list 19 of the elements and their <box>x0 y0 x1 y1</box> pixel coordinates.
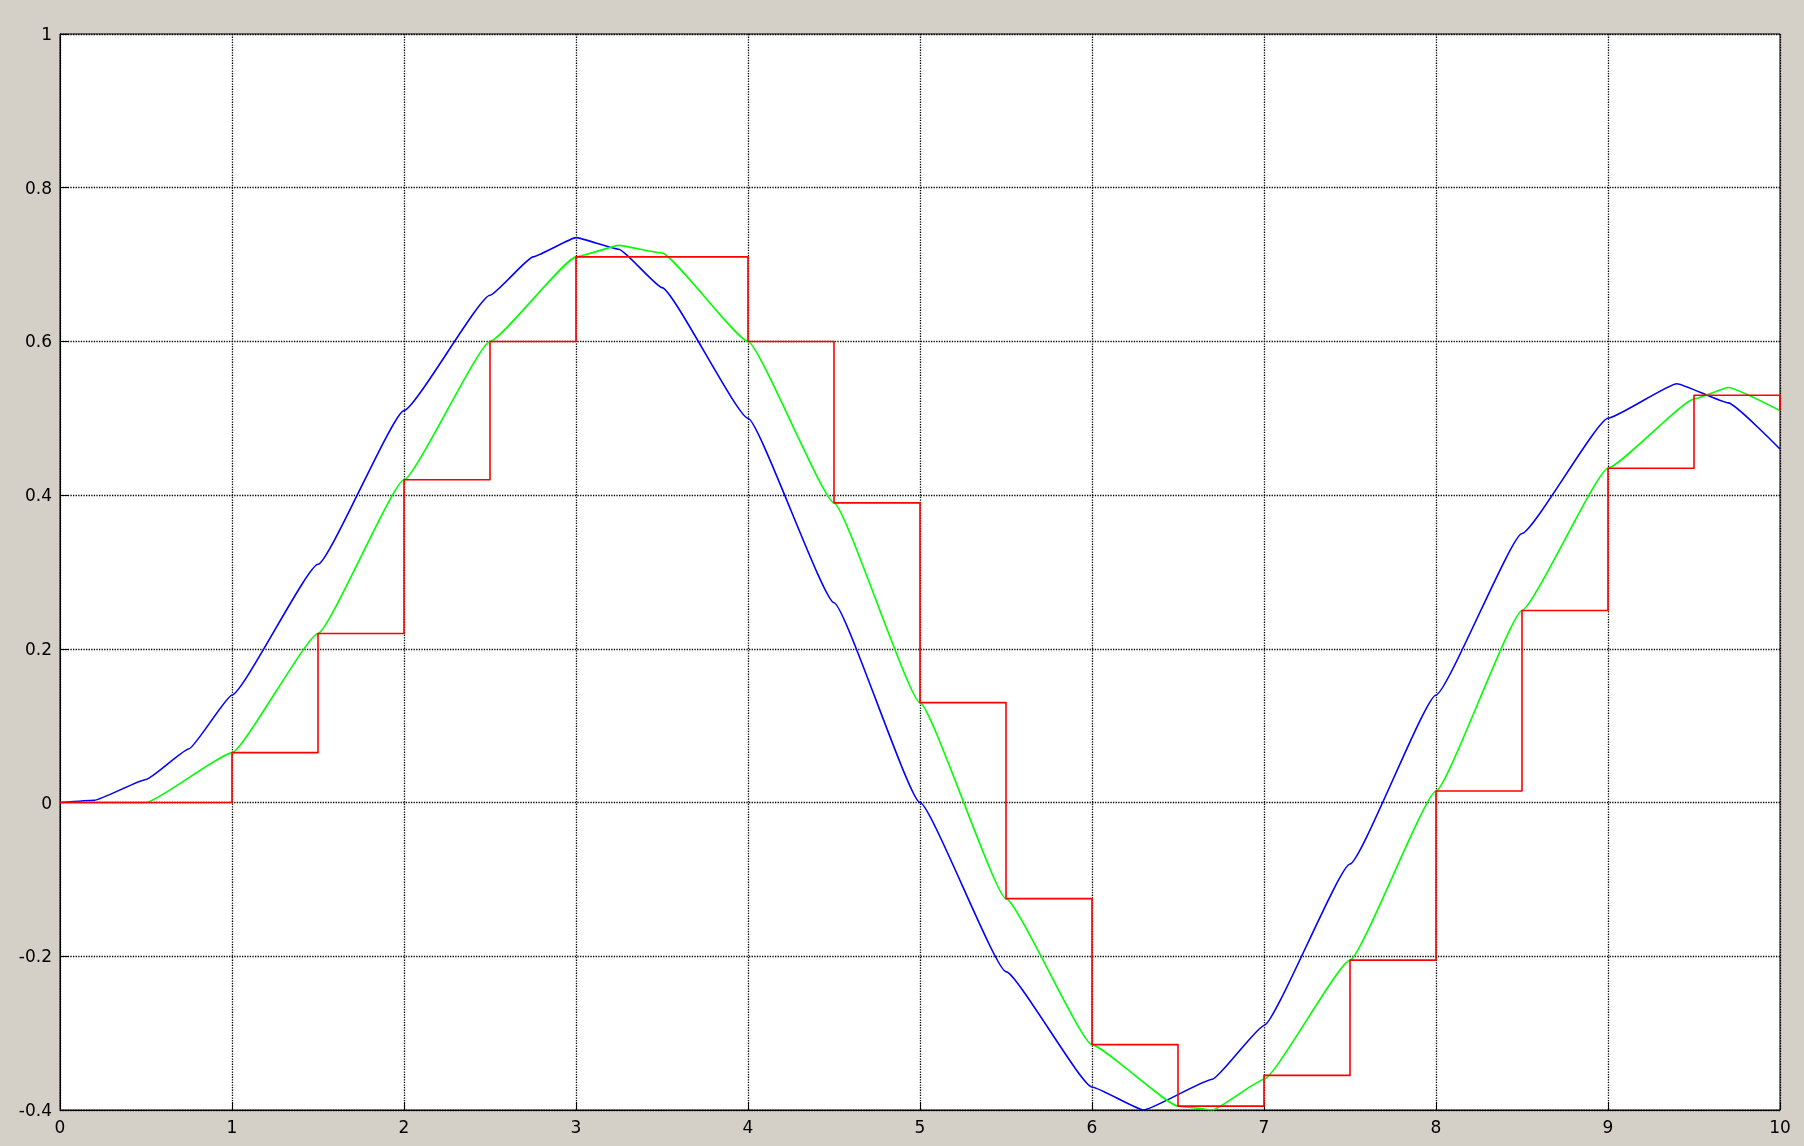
x-tick-label: 8 <box>1430 1116 1442 1137</box>
x-tick-label: 0 <box>54 1116 66 1137</box>
y-tick-label: 0.4 <box>24 485 52 506</box>
x-tick-label: 1 <box>226 1116 238 1137</box>
y-tick-label: 0.6 <box>24 331 52 352</box>
x-tick-label: 2 <box>398 1116 410 1137</box>
x-tick-label: 4 <box>742 1116 754 1137</box>
y-tick-label: 0.8 <box>24 177 52 198</box>
y-tick-label: 0 <box>41 792 52 813</box>
y-tick-label: 0.2 <box>24 638 52 659</box>
x-tick-label: 9 <box>1602 1116 1614 1137</box>
x-tick-label: 5 <box>914 1116 926 1137</box>
y-tick-label: -0.2 <box>18 946 52 967</box>
x-tick-label: 10 <box>1769 1116 1791 1137</box>
x-tick-label: 7 <box>1258 1116 1270 1137</box>
y-tick-label: 1 <box>41 24 52 44</box>
x-tick-label: 3 <box>570 1116 582 1137</box>
y-tick-label: -0.4 <box>18 1100 52 1120</box>
x-tick-label: 6 <box>1086 1116 1098 1137</box>
